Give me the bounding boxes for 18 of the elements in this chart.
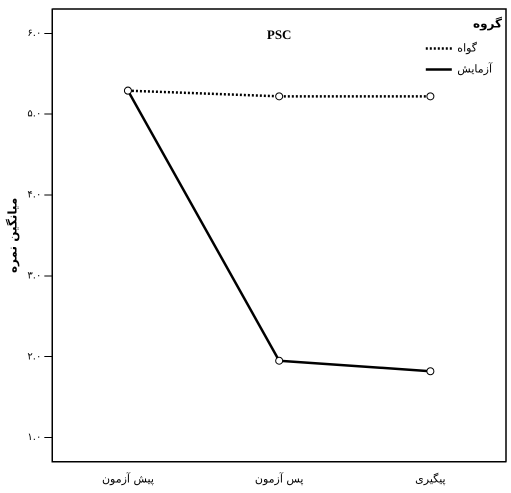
point xyxy=(426,92,434,100)
legend-title: گروه xyxy=(473,16,502,31)
y-tick-label: ۵.۰ xyxy=(27,108,42,120)
y-tick-label: ۳.۰ xyxy=(27,270,42,282)
y-tick-label: ۲.۰ xyxy=(27,351,42,362)
x-tick-label: پس آزمون xyxy=(254,471,304,486)
y-tick-label: ۱.۰ xyxy=(27,432,42,444)
legend-label: آزمایش xyxy=(457,61,493,76)
point xyxy=(426,367,434,376)
x-tick-label: پیش آزمون xyxy=(102,471,154,486)
y-tick-label: ۴.۰ xyxy=(27,190,42,201)
point xyxy=(275,356,284,365)
x-tick-label: پیگیری xyxy=(415,472,446,486)
legend-label: گواه xyxy=(457,41,478,54)
y-axis-title: میانگین نمره xyxy=(5,198,20,274)
text: PSC xyxy=(266,26,292,42)
y-tick-label: ۶.۰ xyxy=(27,28,42,39)
point xyxy=(275,92,284,100)
